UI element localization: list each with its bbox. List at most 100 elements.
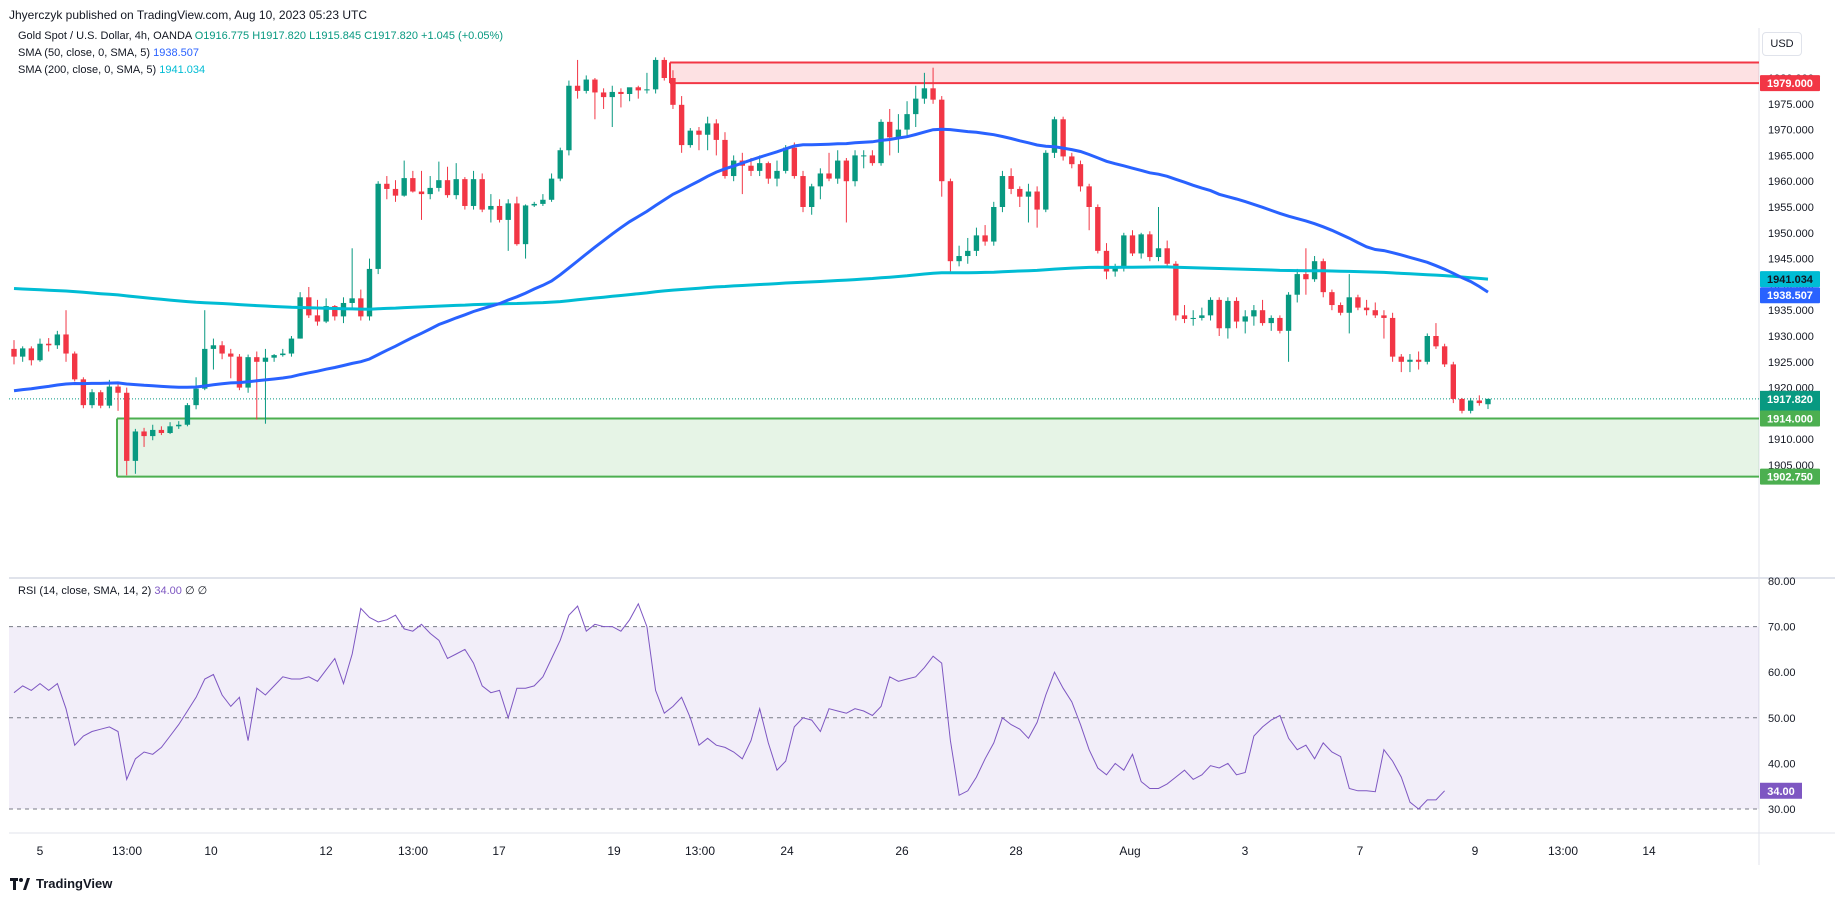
candle-down — [80, 379, 87, 406]
candle-up — [835, 160, 841, 179]
candle-down — [418, 191, 425, 195]
time-tick-label: 13:00 — [398, 844, 428, 858]
candle-down — [618, 91, 624, 94]
candle-up — [401, 178, 407, 196]
sma50-legend[interactable]: SMA (50, close, 0, SMA, 5) 1938.507 — [18, 47, 199, 59]
candle-down — [670, 78, 676, 105]
price-tick-label: 1935.000 — [1768, 305, 1814, 317]
time-tick-label: 24 — [780, 844, 794, 858]
candle-up — [1025, 191, 1032, 197]
candle-down — [45, 343, 52, 346]
time-tick-label: 5 — [37, 844, 44, 858]
rsi-legend[interactable]: RSI (14, close, SMA, 14, 2) 34.00 ∅ ∅ — [18, 584, 207, 597]
candle-up — [323, 306, 329, 322]
sma200-legend[interactable]: SMA (200, close, 0, SMA, 5) 1941.034 — [18, 64, 205, 76]
candle-up — [505, 203, 511, 220]
candle-up — [202, 348, 208, 389]
time-tick-label: 17 — [492, 844, 506, 858]
candle-down — [98, 392, 104, 406]
candle-down — [1216, 299, 1222, 329]
candle-down — [791, 147, 798, 177]
candle-down — [1034, 191, 1040, 210]
candle-down — [887, 121, 893, 138]
candle-down — [1164, 248, 1170, 264]
candle-down — [947, 181, 954, 262]
candle-down — [72, 353, 78, 380]
candle-up — [1190, 317, 1196, 319]
rsi-line — [13, 602, 1445, 810]
candle-up — [427, 187, 433, 195]
rsi-tick-label: 60.00 — [1768, 667, 1796, 679]
sma50-value: 1938.507 — [153, 47, 200, 59]
candle-down — [1337, 305, 1344, 313]
candle-up — [609, 91, 615, 98]
candle-down — [219, 345, 225, 354]
currency-button[interactable]: USD — [1762, 32, 1802, 56]
candle-down — [939, 99, 945, 182]
candle-down — [1129, 235, 1136, 254]
candle-up — [1112, 267, 1118, 272]
candle-up — [973, 235, 980, 251]
last-price-tag: 1917.820 — [1767, 394, 1813, 406]
candle-up — [730, 160, 737, 177]
candle-down — [384, 183, 390, 189]
sma50-line — [13, 127, 1489, 393]
price-tick-label: 1975.000 — [1768, 99, 1814, 111]
time-tick-label: 28 — [1009, 844, 1023, 858]
candle-up — [470, 179, 477, 206]
candle-up — [19, 348, 26, 357]
candle-down — [1363, 307, 1370, 311]
candle-up — [1121, 235, 1127, 268]
candle-up — [913, 98, 919, 115]
candle-down — [115, 386, 121, 393]
candle-up — [852, 155, 858, 182]
candle-up — [782, 147, 789, 171]
candle-down — [228, 353, 234, 357]
sma50-price-tag-bg — [1760, 287, 1820, 304]
candle-down — [1389, 317, 1396, 357]
resistance-price-tag-bg — [1760, 75, 1820, 92]
price-tick-label: 1910.000 — [1768, 434, 1814, 446]
candle-up — [687, 130, 693, 146]
candle-up — [288, 338, 295, 354]
candle-up — [1043, 152, 1049, 210]
price-tick-label: 1950.000 — [1768, 228, 1814, 240]
candle-down — [1355, 297, 1361, 308]
candle-down — [444, 180, 451, 196]
candle-down — [1433, 336, 1439, 347]
candle-up — [1424, 336, 1430, 362]
price-tick-label: 1965.000 — [1768, 150, 1814, 162]
support-bottom-price-tag-bg — [1760, 468, 1820, 485]
candle-up — [904, 114, 910, 130]
candle-up — [1485, 398, 1491, 405]
candle-up — [297, 297, 303, 339]
candle-down — [635, 87, 641, 91]
candle-down — [748, 165, 754, 171]
candle-up — [999, 176, 1006, 207]
candle-down — [1459, 398, 1465, 411]
candle-up — [531, 203, 537, 206]
candle-up — [626, 87, 633, 94]
candle-down — [1277, 317, 1283, 331]
candle-up — [878, 121, 884, 164]
candle-up — [1051, 119, 1058, 153]
candle-down — [314, 315, 321, 322]
candle-up — [106, 386, 113, 406]
candle-up — [280, 353, 286, 356]
candle-up — [566, 85, 572, 151]
tradingview-brand: TradingView — [36, 876, 113, 891]
candle-up — [366, 268, 373, 317]
ohlc-open: O1916.775 — [194, 30, 250, 42]
candle-up — [1138, 234, 1144, 254]
candle-down — [158, 429, 165, 434]
candle-down — [982, 235, 988, 242]
candle-down — [1060, 119, 1066, 157]
ohlc-change: +1.045 (+0.05%) — [421, 30, 503, 42]
candle-up — [756, 163, 763, 171]
candle-up — [1407, 359, 1413, 362]
price-tick-label: 1925.000 — [1768, 357, 1814, 369]
candle-up — [817, 173, 824, 187]
rsi-value-tag: 34.00 — [1767, 786, 1795, 798]
candle-down — [1476, 400, 1483, 404]
